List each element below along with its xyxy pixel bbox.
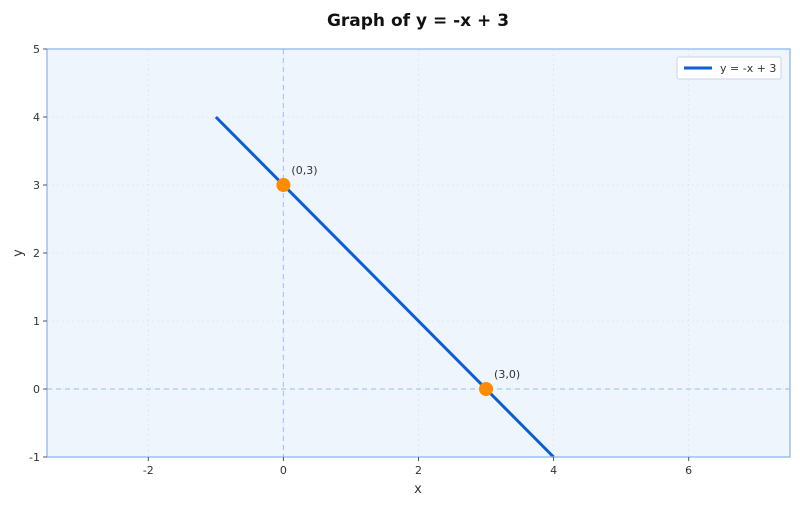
x-tick-label: 0: [280, 464, 287, 477]
chart-title: Graph of y = -x + 3: [327, 11, 509, 31]
y-tick-label: -1: [29, 451, 40, 464]
y-tick-label: 2: [33, 247, 40, 260]
y-axis-label: y: [11, 249, 26, 257]
x-tick-label: 4: [550, 464, 557, 477]
y-ticks: -1 0 1 2 3 4 5: [29, 43, 47, 464]
y-tick-label: 1: [33, 315, 40, 328]
y-tick-label: 0: [33, 383, 40, 396]
highlight-point: [479, 382, 494, 396]
x-tick-label: -2: [143, 464, 154, 477]
legend-label: y = -x + 3: [720, 62, 776, 75]
point-label: (0,3): [291, 164, 317, 177]
point-label: (3,0): [494, 368, 520, 381]
reference-lines: [47, 49, 790, 457]
highlight-point: [276, 178, 291, 192]
y-tick-label: 5: [33, 43, 40, 56]
series-layer: [214, 115, 555, 459]
x-tick-label: 2: [415, 464, 422, 477]
legend-box: [676, 56, 782, 80]
y-tick-label: 3: [33, 179, 40, 192]
series-line: [214, 115, 555, 459]
y-tick-label: 4: [33, 111, 40, 124]
x-axis-label: x: [414, 482, 422, 497]
highlighted-points: (0,3) (3,0): [276, 164, 520, 396]
legend: y = -x + 3: [676, 56, 782, 80]
x-tick-label: 6: [685, 464, 692, 477]
x-ticks: -2 0 2 4 6: [143, 457, 692, 477]
